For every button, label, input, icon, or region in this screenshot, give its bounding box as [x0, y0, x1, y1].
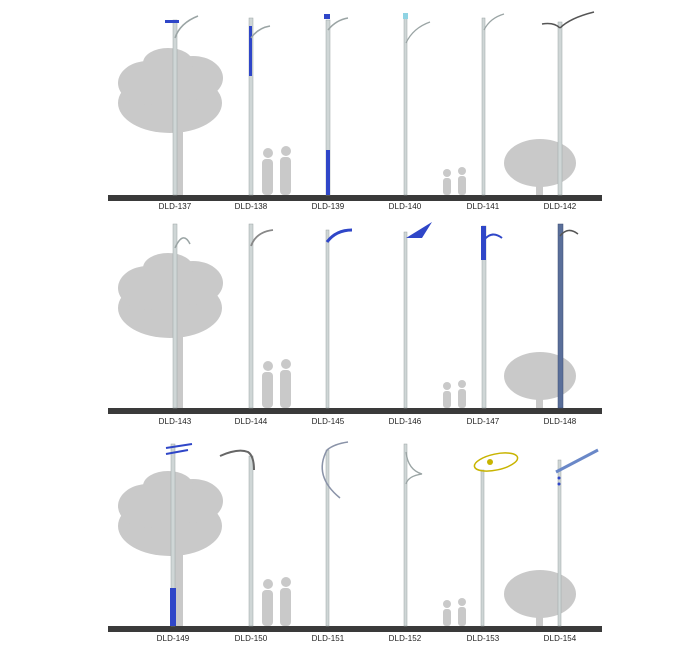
pole-dld-139	[324, 14, 349, 196]
label-dld-150: DLD-150	[234, 634, 268, 643]
pole-dld-153	[473, 452, 519, 627]
label-dld-144: DLD-144	[234, 417, 268, 426]
pole-dld-138	[248, 17, 271, 196]
ground-strip	[108, 408, 602, 414]
pole-dld-145	[325, 228, 353, 409]
children-silhouette	[443, 380, 466, 408]
small-tree-silhouette	[504, 570, 576, 626]
pole-dld-142	[541, 11, 595, 196]
pole-dld-141	[481, 13, 505, 196]
row-1-illustration	[108, 11, 602, 201]
children-silhouette	[443, 167, 466, 195]
pole-dld-148	[557, 223, 579, 409]
people-silhouette	[262, 146, 291, 195]
label-dld-146: DLD-146	[388, 417, 422, 426]
pole-dld-140	[403, 13, 431, 196]
label-dld-139: DLD-139	[311, 202, 345, 211]
tree-silhouette	[118, 253, 223, 408]
label-dld-141: DLD-141	[466, 202, 500, 211]
label-dld-137: DLD-137	[158, 202, 192, 211]
pole-dld-144	[248, 223, 274, 409]
label-dld-138: DLD-138	[234, 202, 268, 211]
label-dld-149: DLD-149	[156, 634, 190, 643]
tree-silhouette	[118, 471, 223, 626]
children-silhouette	[443, 598, 466, 626]
pole-dld-154	[555, 448, 599, 627]
label-dld-142: DLD-142	[543, 202, 577, 211]
catalog-row-1: DLD-137 DLD-138 DLD-139 DLD-140 DLD-141 …	[108, 8, 602, 213]
pole-dld-143	[172, 223, 191, 409]
tree-silhouette	[118, 48, 223, 196]
label-dld-153: DLD-153	[466, 634, 500, 643]
row-2-illustration	[108, 222, 602, 414]
label-dld-143: DLD-143	[158, 417, 192, 426]
small-tree-silhouette	[504, 352, 576, 408]
pole-dld-147	[481, 225, 503, 409]
people-silhouette	[262, 359, 291, 408]
pole-dld-150	[219, 449, 255, 627]
label-dld-145: DLD-145	[311, 417, 345, 426]
people-silhouette	[262, 577, 291, 626]
pole-dld-146	[403, 222, 432, 409]
pole-dld-151	[321, 441, 349, 627]
ground-strip	[108, 195, 602, 201]
label-dld-147: DLD-147	[466, 417, 500, 426]
label-dld-148: DLD-148	[543, 417, 577, 426]
row-3-illustration	[108, 441, 602, 632]
catalog-row-2: DLD-143 DLD-144 DLD-145 DLD-146 DLD-147 …	[108, 218, 602, 428]
label-dld-151: DLD-151	[311, 634, 345, 643]
catalog-row-3: DLD-149 DLD-150 DLD-151 DLD-152 DLD-153 …	[108, 436, 602, 646]
label-dld-154: DLD-154	[543, 634, 577, 643]
label-dld-152: DLD-152	[388, 634, 422, 643]
pole-dld-149	[165, 443, 193, 627]
ground-strip	[108, 626, 602, 632]
small-tree-silhouette	[504, 139, 576, 195]
pole-dld-152	[403, 443, 423, 627]
label-dld-140: DLD-140	[388, 202, 422, 211]
pole-dld-137	[165, 15, 199, 196]
